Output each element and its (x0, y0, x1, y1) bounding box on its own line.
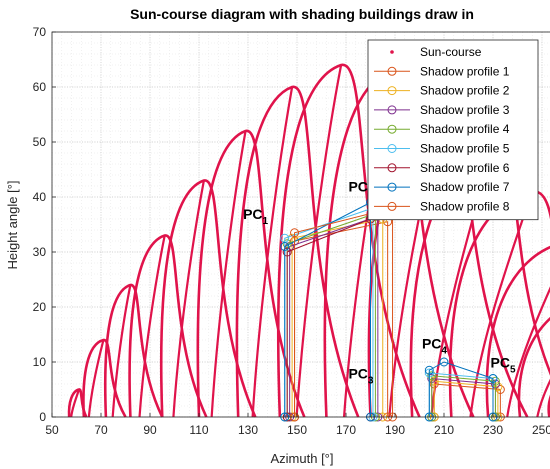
shadow-profile-marker (427, 371, 437, 381)
sun-course-loop-inner (87, 339, 105, 418)
sun-course-loop (196, 129, 306, 418)
y-tick-label: 60 (33, 80, 47, 94)
y-tick-label: 20 (33, 300, 47, 314)
shadow-profile-marker (429, 376, 439, 386)
shadow-profile-line (294, 207, 394, 417)
sun-course-loop-inner (138, 235, 166, 418)
shadow-profile-line (428, 361, 494, 417)
plot-frame (51, 31, 550, 418)
legend-label: Shadow profile 8 (420, 199, 510, 213)
y-tick-label: 50 (33, 135, 47, 149)
y-tick-label: 0 (39, 410, 46, 424)
shadow-profile-marker (490, 376, 500, 386)
x-tick-label: 50 (45, 423, 59, 437)
shadow-profile-marker (424, 365, 434, 375)
sun-course-loop-inner (506, 286, 550, 418)
legend-marker-circle (387, 124, 397, 134)
pc-annotation: PC4 (422, 335, 447, 356)
y-tick-label: 40 (33, 190, 47, 204)
legend-marker-circle (387, 201, 397, 211)
legend-label: Shadow profile 5 (420, 142, 510, 156)
x-tick-label: 110 (189, 423, 208, 437)
sun-course-loop-inner (111, 284, 132, 418)
legend-label: Sun-course (420, 45, 482, 59)
shadow-profile-line (291, 218, 384, 417)
x-tick-label: 250 (532, 423, 550, 437)
sun-course-loop (485, 245, 550, 418)
axis-ticks: 5070901101301501701902102302502702903100… (33, 25, 550, 437)
sun-course-loop-inner (172, 180, 205, 418)
y-tick-label: 30 (33, 245, 47, 259)
legend-marker-dot (390, 50, 394, 54)
legend-label: Shadow profile 7 (420, 180, 510, 194)
y-axis-label: Height angle [°] (5, 180, 20, 269)
x-tick-label: 170 (336, 423, 356, 437)
sun-course-loop-inner (210, 130, 247, 418)
legend-label: Shadow profile 4 (420, 122, 510, 136)
x-tick-label: 130 (238, 423, 258, 437)
legend-label: Shadow profile 2 (420, 84, 510, 98)
pc-annotation: PC5 (491, 355, 516, 376)
x-axis-label: Azimuth [°] (271, 451, 334, 466)
x-tick-label: 90 (143, 423, 157, 437)
y-tick-label: 10 (33, 355, 47, 369)
pc-annotation: PC3 (348, 366, 373, 387)
shadow-profile-line (431, 375, 496, 417)
pc-annotation: PC1 (243, 206, 268, 227)
legend-marker-circle (387, 66, 397, 76)
legend: Sun-course Shadow profile 1 Shadow profile… (367, 39, 539, 221)
shadow-profile-line (289, 215, 379, 417)
legend-label: Shadow profile 3 (420, 103, 510, 117)
legend-marker-circle (387, 105, 397, 115)
shadow-profile-marker (495, 385, 505, 394)
x-tick-label: 230 (483, 423, 503, 437)
legend-marker-circle (387, 163, 397, 173)
sun-course-loop-inner (251, 86, 294, 418)
shadow-profile-marker (282, 247, 292, 257)
sun-course-loop (517, 316, 550, 418)
shadow-profile-marker (290, 228, 300, 238)
y-tick-label: 70 (33, 25, 47, 39)
shadow-profile-marker (488, 374, 498, 383)
sun-course-loop-inner (70, 389, 81, 418)
shadow-profile-marker (280, 242, 290, 251)
chart-title: Sun-course diagram with shading building… (130, 6, 474, 22)
legend-label: Shadow profile 1 (420, 64, 510, 78)
legend-marker-circle (387, 86, 397, 96)
shadow-profile-marker (493, 382, 503, 392)
x-tick-label: 190 (385, 423, 405, 437)
sun-course-loop-inner (536, 378, 550, 418)
shadow-profiles (280, 198, 505, 422)
x-tick-label: 210 (434, 423, 454, 437)
x-tick-label: 150 (287, 423, 307, 437)
shadow-profile-marker (439, 357, 449, 367)
legend-marker-circle (387, 144, 397, 153)
legend-label: Shadow profile 6 (420, 161, 510, 175)
legend-marker-circle (387, 182, 397, 192)
x-tick-label: 70 (94, 423, 108, 437)
shadow-profile-line (433, 380, 499, 417)
